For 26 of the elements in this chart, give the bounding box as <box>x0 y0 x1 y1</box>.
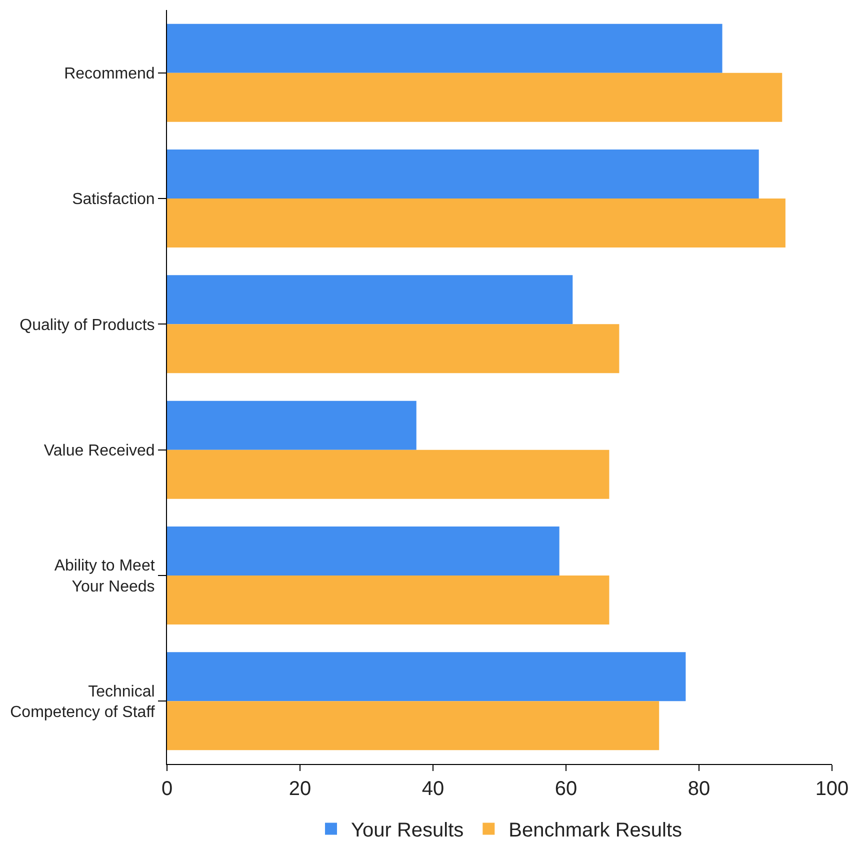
legend-label: Your Results <box>351 820 464 842</box>
bar <box>167 198 786 248</box>
legend-label: Benchmark Results <box>508 820 682 842</box>
bar <box>167 652 686 702</box>
bar <box>167 450 610 499</box>
bar <box>167 72 782 122</box>
y-tick-label: Recommend <box>64 65 155 82</box>
y-tick-label: Quality of Products <box>20 316 155 334</box>
bar <box>167 24 722 73</box>
x-tick-label: 100 <box>815 778 849 800</box>
x-tick-label: 60 <box>554 778 578 800</box>
x-tick-label: 80 <box>688 778 710 800</box>
x-tick-label: 40 <box>422 778 444 800</box>
bar <box>167 324 620 374</box>
bar <box>167 400 416 450</box>
y-tick-label: Ability to Meet Your Needs <box>54 558 156 596</box>
bar <box>167 576 610 625</box>
y-tick-label: Value Received <box>44 442 155 460</box>
bar <box>167 149 759 198</box>
x-tick-label: 0 <box>161 778 173 800</box>
y-tick-label: Technical Competency of Staff <box>10 683 156 722</box>
x-tick-label: 20 <box>288 778 312 800</box>
bar <box>167 275 573 324</box>
bar <box>167 701 660 750</box>
bar <box>167 526 560 576</box>
y-tick-label: Satisfaction <box>72 191 155 208</box>
